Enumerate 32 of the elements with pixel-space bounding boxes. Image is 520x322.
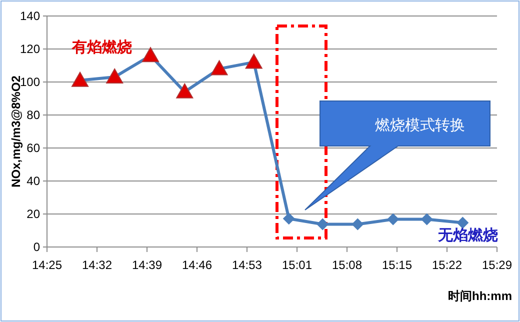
point <box>176 83 194 98</box>
x-tick-label: 14:32 <box>82 258 112 272</box>
point <box>420 213 433 226</box>
x-tick-label: 14:25 <box>32 258 62 272</box>
point <box>72 72 89 87</box>
x-tick-label: 15:15 <box>382 258 412 272</box>
annotation: 无焰燃烧 <box>437 227 498 244</box>
annotation: 燃烧模式转换 <box>375 117 465 134</box>
point <box>352 218 364 230</box>
y-tick-label: 0 <box>33 240 40 254</box>
annotation: 有焰燃烧 <box>71 39 132 56</box>
x-tick-label: 15:01 <box>282 258 312 272</box>
point <box>106 68 124 84</box>
x-tick-label: 15:29 <box>482 258 512 272</box>
point <box>282 212 295 225</box>
y-tick-label: 60 <box>26 141 40 155</box>
point <box>142 47 159 62</box>
y-tick-label: 80 <box>26 108 40 122</box>
point <box>316 218 329 230</box>
y-tick-label: 20 <box>26 207 40 221</box>
x-tick-label: 15:08 <box>332 258 362 272</box>
point <box>245 54 262 69</box>
x-tick-label: 14:39 <box>132 258 162 272</box>
y-tick-label: 120 <box>20 42 40 56</box>
point <box>387 213 400 226</box>
point <box>210 60 228 76</box>
x-tick-label: 15:22 <box>432 258 462 272</box>
y-tick-label: 140 <box>20 9 40 23</box>
x-axis-title: 时间hh:mm <box>448 289 512 303</box>
x-tick-label: 14:46 <box>182 258 212 272</box>
y-tick-label: 40 <box>26 174 40 188</box>
x-tick-label: 14:53 <box>232 258 262 272</box>
